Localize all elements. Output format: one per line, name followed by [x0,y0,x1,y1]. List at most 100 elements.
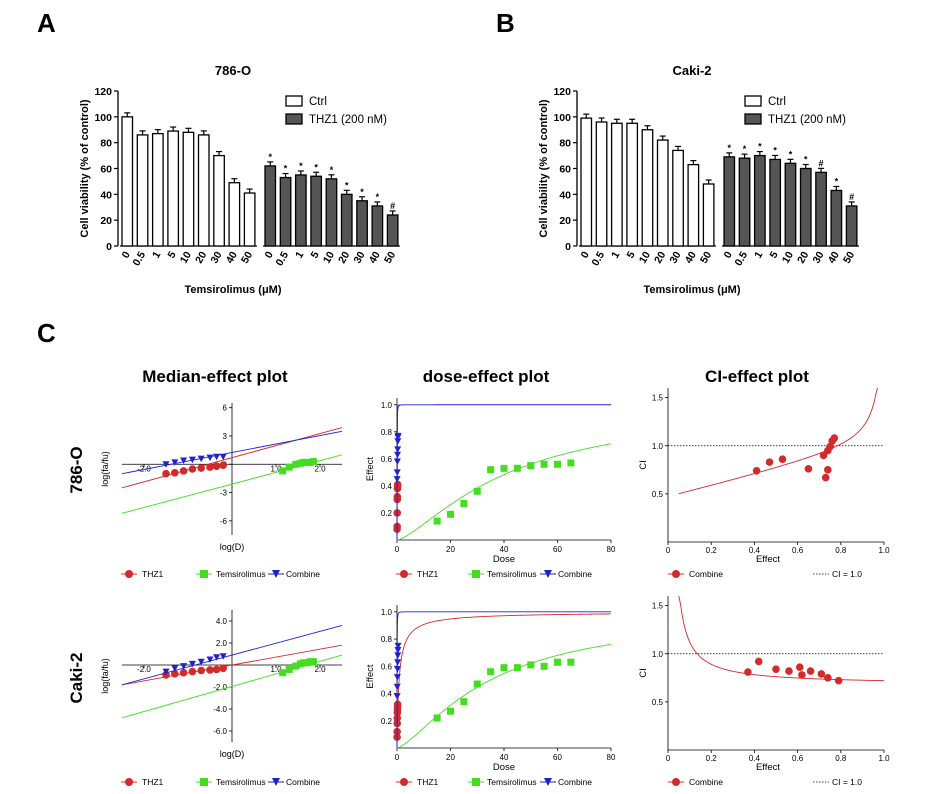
data-point [460,698,468,706]
data-point [197,455,205,463]
legend-tem-label: Temsirolimus [216,777,266,787]
legend-tem-label: Temsirolimus [487,777,537,787]
x-tick-label: 0.6 [792,546,804,555]
x-axis-title: log(D) [220,749,245,759]
x-tick-label: 1.0 [270,464,282,473]
y-tick-label: 120 [553,86,571,98]
x-tick-label: 5 [308,249,321,260]
bar [830,189,843,247]
ci-effect-plot-786o: 0.5 1.0 1.5 0 0.2 0.4 0.6 0.8 1.0 Effect CI [638,387,890,565]
data-point [285,665,293,673]
x-tick-label: 30 [667,249,683,265]
data-point [188,456,196,464]
y-tick-label: 0.5 [652,698,664,707]
bar [845,205,858,247]
y-tick-label: 0.8 [381,428,393,437]
legend-thz1-label: THZ1 [142,777,164,787]
y-axis-title: CI [638,460,649,470]
data-point [292,460,300,468]
legend-ci-786o: Combine CI = 1.0 [668,569,862,579]
legend-thz1-label: THZ1 (200 nM) [768,114,846,126]
data-point [162,461,170,468]
y-tick-label: 2.0 [216,639,228,648]
x-axis-title: Effect [756,762,780,773]
data-point [219,653,227,660]
x-tick-label: 0 [395,545,400,554]
legend-thz1-swatch [285,113,303,125]
significance-marker: * [345,180,349,190]
fit-curve [396,643,612,749]
data-point [219,664,227,673]
bar [386,214,399,247]
data-point [460,499,468,507]
data-point [171,670,179,678]
bar [672,149,684,247]
legend-ci-label: CI = 1.0 [832,569,862,579]
x-tick-label: 50 [239,249,255,265]
data-point [752,466,761,475]
x-axis-title: Temsirolimus (μM) [644,284,741,296]
x-tick-label: 20 [193,249,209,265]
x-tick-label: 20 [336,249,352,265]
legend-tem-marker [472,570,480,578]
data-point [171,468,179,477]
x-tick-label: 5 [767,249,780,260]
significance-marker: * [360,187,364,197]
data-point [219,461,227,470]
data-point [171,459,179,466]
legend-ctrl-swatch [744,95,762,107]
legend-median-786o: THZ1 Temsirolimus Combine [121,569,320,579]
y-tick-label: 1.5 [652,602,664,611]
data-point [826,442,834,451]
y-tick-label: 120 [94,86,112,98]
x-axis-title: Temsirolimus (μM) [185,284,282,296]
dose-effect-plot-caki2: 0.2 0.4 0.6 0.8 1.0 0 20 40 60 80 Dose Effect [365,605,616,773]
x-tick-label: 40 [826,249,842,265]
data-point [447,707,454,715]
bar [723,156,736,247]
y-tick-label: 0 [565,241,571,253]
legend-comb-label: Combine [558,777,592,787]
legend-comb-marker [672,570,680,578]
data-point [540,662,548,670]
data-point [197,464,205,472]
x-tick-label: 1.0 [878,546,890,555]
y-tick-label: 1.0 [652,650,664,659]
data-point [393,480,402,489]
data-point [527,661,535,669]
x-tick-label: 0 [666,546,671,555]
y-tick-label: 0.4 [381,482,393,491]
x-tick-label: 0.5 [273,249,291,268]
legend-thz1-marker [125,570,133,578]
fit-line [121,430,343,475]
y-tick-label: 6 [223,404,228,413]
data-point [500,464,508,472]
bar [151,132,164,247]
y-tick-label: 20 [559,215,571,227]
data-point [394,446,402,453]
data-point [213,654,221,661]
legend-comb-marker [672,778,680,786]
chart-title: Caki-2 [672,63,711,78]
y-tick-label: 0.2 [381,717,393,726]
ci-effect-plot-caki2: 0.5 1.0 1.5 0 0.2 0.4 0.6 0.8 1.0 Effect CI [638,595,890,773]
y-tick-label: 80 [100,138,112,150]
x-tick-label: 0 [120,249,133,260]
fit-curve [396,613,612,748]
x-tick-label: 40 [224,249,240,265]
data-point [394,659,402,666]
bar [136,134,149,247]
data-point [487,668,495,676]
x-tick-label: 40 [500,753,509,762]
data-point [299,659,307,667]
significance-marker: # [390,201,395,211]
data-point [206,656,214,663]
x-tick-label: 0.5 [589,249,607,268]
significance-marker: * [299,161,303,171]
x-tick-label: 50 [841,249,857,265]
data-point [393,693,401,700]
x-axis-title: Dose [493,554,515,565]
data-point [821,473,830,482]
